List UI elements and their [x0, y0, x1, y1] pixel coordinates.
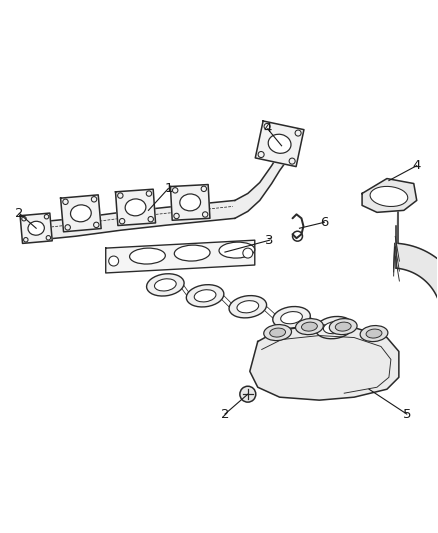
Polygon shape: [116, 189, 155, 225]
Circle shape: [109, 256, 119, 266]
Ellipse shape: [147, 274, 184, 296]
Polygon shape: [250, 325, 399, 400]
Ellipse shape: [360, 326, 388, 342]
Ellipse shape: [268, 134, 291, 154]
Ellipse shape: [281, 312, 302, 324]
Text: 6: 6: [320, 216, 328, 229]
Text: 5: 5: [403, 408, 411, 421]
Text: 2: 2: [15, 207, 24, 220]
Ellipse shape: [329, 319, 357, 335]
Polygon shape: [362, 179, 417, 212]
Polygon shape: [255, 121, 304, 167]
Ellipse shape: [264, 325, 292, 341]
Text: 3: 3: [265, 233, 274, 247]
Ellipse shape: [323, 321, 345, 334]
Ellipse shape: [301, 322, 318, 331]
Ellipse shape: [174, 245, 210, 261]
Ellipse shape: [219, 242, 255, 258]
Ellipse shape: [155, 279, 176, 291]
Circle shape: [240, 386, 256, 402]
Polygon shape: [396, 244, 438, 324]
Circle shape: [243, 248, 253, 258]
Ellipse shape: [130, 248, 165, 264]
Polygon shape: [20, 213, 52, 244]
Polygon shape: [235, 146, 285, 219]
Ellipse shape: [370, 187, 408, 206]
Ellipse shape: [315, 317, 353, 339]
Ellipse shape: [125, 199, 146, 216]
Text: 4: 4: [413, 159, 421, 172]
Ellipse shape: [28, 221, 44, 235]
Polygon shape: [396, 204, 399, 268]
Ellipse shape: [273, 306, 310, 329]
Text: 4: 4: [264, 123, 272, 135]
Ellipse shape: [366, 329, 382, 338]
Ellipse shape: [194, 290, 216, 302]
Ellipse shape: [237, 301, 259, 313]
Ellipse shape: [270, 328, 286, 337]
Polygon shape: [106, 240, 255, 273]
Text: 2: 2: [221, 408, 229, 421]
Text: 1: 1: [164, 182, 173, 195]
Ellipse shape: [180, 194, 201, 211]
Polygon shape: [60, 195, 101, 232]
Ellipse shape: [229, 296, 267, 318]
Ellipse shape: [335, 322, 351, 331]
Polygon shape: [36, 200, 235, 240]
Ellipse shape: [186, 285, 224, 307]
Polygon shape: [170, 184, 210, 220]
Ellipse shape: [296, 319, 323, 335]
Ellipse shape: [71, 205, 91, 222]
